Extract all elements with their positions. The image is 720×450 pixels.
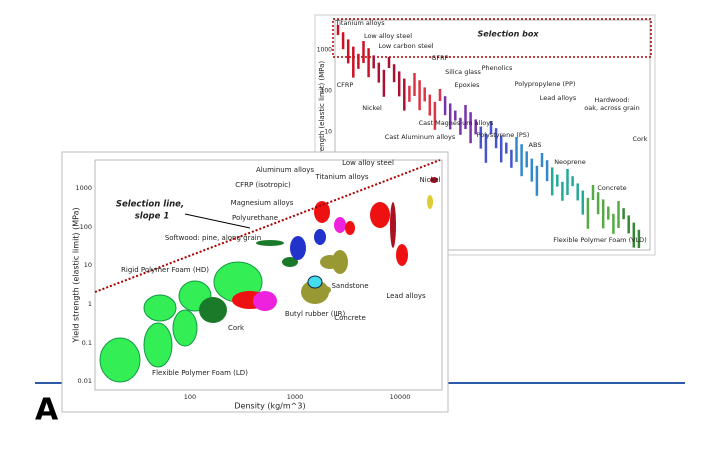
bubble — [427, 195, 433, 209]
y-tick-label: 10 — [84, 261, 92, 269]
material-label: Titanium alloys — [334, 19, 385, 27]
material-label: Neoprene — [554, 158, 586, 166]
material-label: Rigid Polymer Foam (HD) — [121, 266, 209, 274]
annotation: slope 1 — [135, 212, 170, 222]
material-label: Polypropylene (PP) — [515, 80, 576, 88]
material-label: Polystyrene (PS) — [477, 131, 530, 139]
back-plot — [334, 19, 651, 251]
material-label: ABS — [529, 141, 542, 149]
bubble — [199, 297, 227, 323]
material-label: Sandstone — [331, 282, 368, 290]
material-label: Phenolics — [482, 64, 513, 72]
material-label: GFRP — [431, 54, 448, 62]
material-label: Hardwood: — [594, 96, 629, 104]
front-chart: Selection line, slope 1 Yield strength (el… — [61, 151, 449, 413]
x-tick-label: 10000 — [390, 393, 411, 401]
y-tick-label: 0.1 — [82, 339, 92, 347]
material-label: Aluminum alloys — [256, 166, 314, 174]
material-label: Polyurethane — [232, 214, 278, 222]
bubble — [314, 201, 330, 223]
material-label: Magnesium alloys — [231, 199, 294, 207]
panel-label: A — [35, 393, 59, 428]
x-tick-label: 100 — [184, 393, 196, 401]
material-label: Lead alloys — [540, 94, 577, 102]
annotation-arrow — [184, 213, 251, 229]
material-label: Flexible Polymer Foam (VLD) — [553, 236, 646, 244]
y-tick-label: 10 — [324, 129, 332, 136]
y-axis-label: Yield strength (elastic limit) (MPa) — [318, 61, 326, 181]
material-label: CFRP — [337, 81, 354, 89]
front-plot — [94, 159, 443, 391]
bubble — [282, 257, 298, 267]
material-label: CFRP (isotropic) — [235, 181, 291, 189]
material-label: Low alloy steel — [364, 32, 412, 40]
bubble — [345, 221, 355, 235]
bubble — [314, 229, 326, 245]
material-label: Flexible Polymer Foam (LD) — [152, 369, 248, 377]
material-label: Titanium alloys — [314, 173, 369, 181]
bubble — [370, 202, 390, 228]
annotation: Selection line, — [116, 200, 184, 210]
material-label: Cast Magnesium alloys — [419, 119, 494, 127]
x-tick-label: 1000 — [287, 393, 304, 401]
material-label: Concrete — [334, 314, 366, 322]
material-label: Nickel — [419, 176, 440, 184]
material-label: Nickel — [362, 104, 382, 112]
selection-line — [94, 159, 441, 293]
bubble — [332, 250, 348, 274]
material-label: Cork — [633, 135, 648, 143]
bubble — [172, 309, 198, 347]
bubble — [143, 322, 173, 368]
bubble — [319, 286, 331, 294]
y-tick-label: 100 — [321, 88, 333, 95]
bubble — [430, 177, 438, 183]
material-label: oak, across grain — [584, 104, 639, 112]
bubble — [307, 275, 323, 289]
y-tick-label: 1000 — [75, 184, 92, 192]
material-label: Butyl rubber (IIR) — [285, 310, 346, 318]
material-label: Silica glass — [445, 68, 481, 76]
material-label: Epoxies — [454, 81, 480, 89]
material-label: Cork — [228, 324, 245, 332]
material-label: Softwood: pine, along grain — [165, 234, 261, 242]
annotation: Selection box — [477, 30, 539, 39]
y-tick-label: 100 — [80, 223, 92, 231]
y-tick-label: 1 — [88, 300, 92, 308]
bubble — [390, 202, 396, 248]
y-axis-label: Yield strength (elastic limit) (MPa) — [72, 207, 81, 343]
bubble — [253, 291, 277, 311]
bubble — [334, 217, 346, 233]
bubble — [396, 244, 408, 266]
x-axis-label: Density (kg/m^3) — [234, 402, 305, 411]
bubble — [301, 280, 329, 304]
y-tick-label: 1000 — [317, 47, 332, 54]
bubble — [256, 240, 284, 246]
bubble — [290, 236, 306, 260]
material-label: Low carbon steel — [378, 42, 433, 50]
bubble — [99, 337, 141, 383]
bubble — [143, 294, 177, 322]
material-label: Low alloy steel — [342, 159, 394, 167]
selection-box — [332, 18, 652, 58]
material-label: Concrete — [597, 184, 626, 192]
y-tick-label: 0.01 — [78, 377, 92, 385]
bubbles — [99, 177, 438, 383]
material-label: Lead alloys — [386, 292, 426, 300]
material-label: Cast Aluminum alloys — [385, 133, 456, 141]
